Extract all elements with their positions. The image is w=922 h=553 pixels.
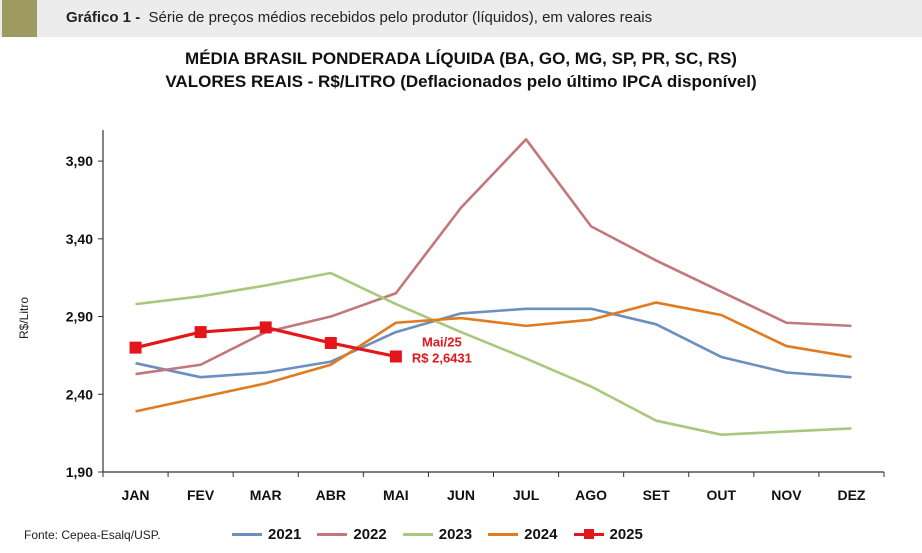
y-tick-label: 2,90 [66, 309, 93, 325]
chart-title: MÉDIA BRASIL PONDERADA LÍQUIDA (BA, GO, … [185, 49, 737, 68]
y-tick-label: 3,40 [66, 231, 93, 247]
x-tick-label: JAN [122, 487, 150, 503]
figure-header: Gráfico 1 - Série de preços médios receb… [0, 0, 922, 37]
legend-label: 2023 [438, 526, 473, 543]
y-tick-label: 3,90 [66, 153, 93, 169]
annotation-label: Mai/25 [422, 334, 462, 349]
legend-label: 2024 [524, 526, 558, 543]
x-tick-label: AGO [575, 487, 607, 503]
y-tick-label: 2,40 [66, 386, 93, 402]
x-tick-label: FEV [187, 487, 215, 503]
data-point-2025 [129, 341, 142, 354]
legend-label: 2025 [609, 526, 643, 543]
x-tick-label: ABR [316, 487, 346, 503]
figure-caption-text: Série de preços médios recebidos pelo pr… [148, 9, 653, 26]
legend-swatch [317, 533, 348, 536]
x-tick-label: DEZ [837, 487, 865, 503]
data-point-2025 [259, 321, 272, 334]
x-tick-label: JUL [513, 487, 540, 503]
legend-item-2025: 2025 [573, 526, 643, 543]
legend-item-2024: 2024 [488, 526, 558, 543]
legend-swatch [402, 533, 433, 536]
legend-swatch [573, 529, 604, 539]
data-point-2025 [194, 326, 207, 339]
legend-item-2022: 2022 [317, 526, 387, 543]
legend-item-2021: 2021 [232, 526, 301, 543]
series-line-2022 [135, 138, 852, 376]
x-tick-label: NOV [771, 487, 802, 503]
chart-legend: 2021 2022 2023 2024 2025 [232, 526, 643, 543]
legend-label: 2021 [268, 526, 302, 543]
series-line-2021 [135, 307, 852, 379]
header-accent-tab [2, 0, 37, 37]
y-tick-label: 1,90 [66, 464, 93, 480]
x-tick-label: OUT [707, 487, 737, 503]
series-line-2023 [135, 271, 852, 436]
figure-number: Gráfico 1 - [66, 9, 141, 26]
source-note: Fonte: Cepea-Esalq/USP. [24, 528, 161, 542]
data-point-2025 [324, 336, 337, 349]
legend-item-2023: 2023 [402, 526, 473, 543]
series-line-2024 [135, 301, 852, 413]
legend-swatch [232, 533, 262, 536]
x-tick-label: SET [643, 487, 671, 503]
x-tick-label: MAI [383, 487, 409, 503]
legend-label: 2022 [353, 526, 387, 543]
annotation-value: R$ 2,6431 [412, 350, 472, 365]
figure-caption: Gráfico 1 - Série de preços médios receb… [66, 9, 652, 26]
legend-marker [583, 529, 594, 539]
x-tick-label: JUN [447, 487, 475, 503]
legend-swatch [488, 533, 519, 536]
chart-subtitle: VALORES REAIS - R$/LITRO (Deflacionados … [165, 72, 757, 91]
x-tick-label: MAR [250, 487, 282, 503]
data-point-2025 [389, 350, 402, 363]
